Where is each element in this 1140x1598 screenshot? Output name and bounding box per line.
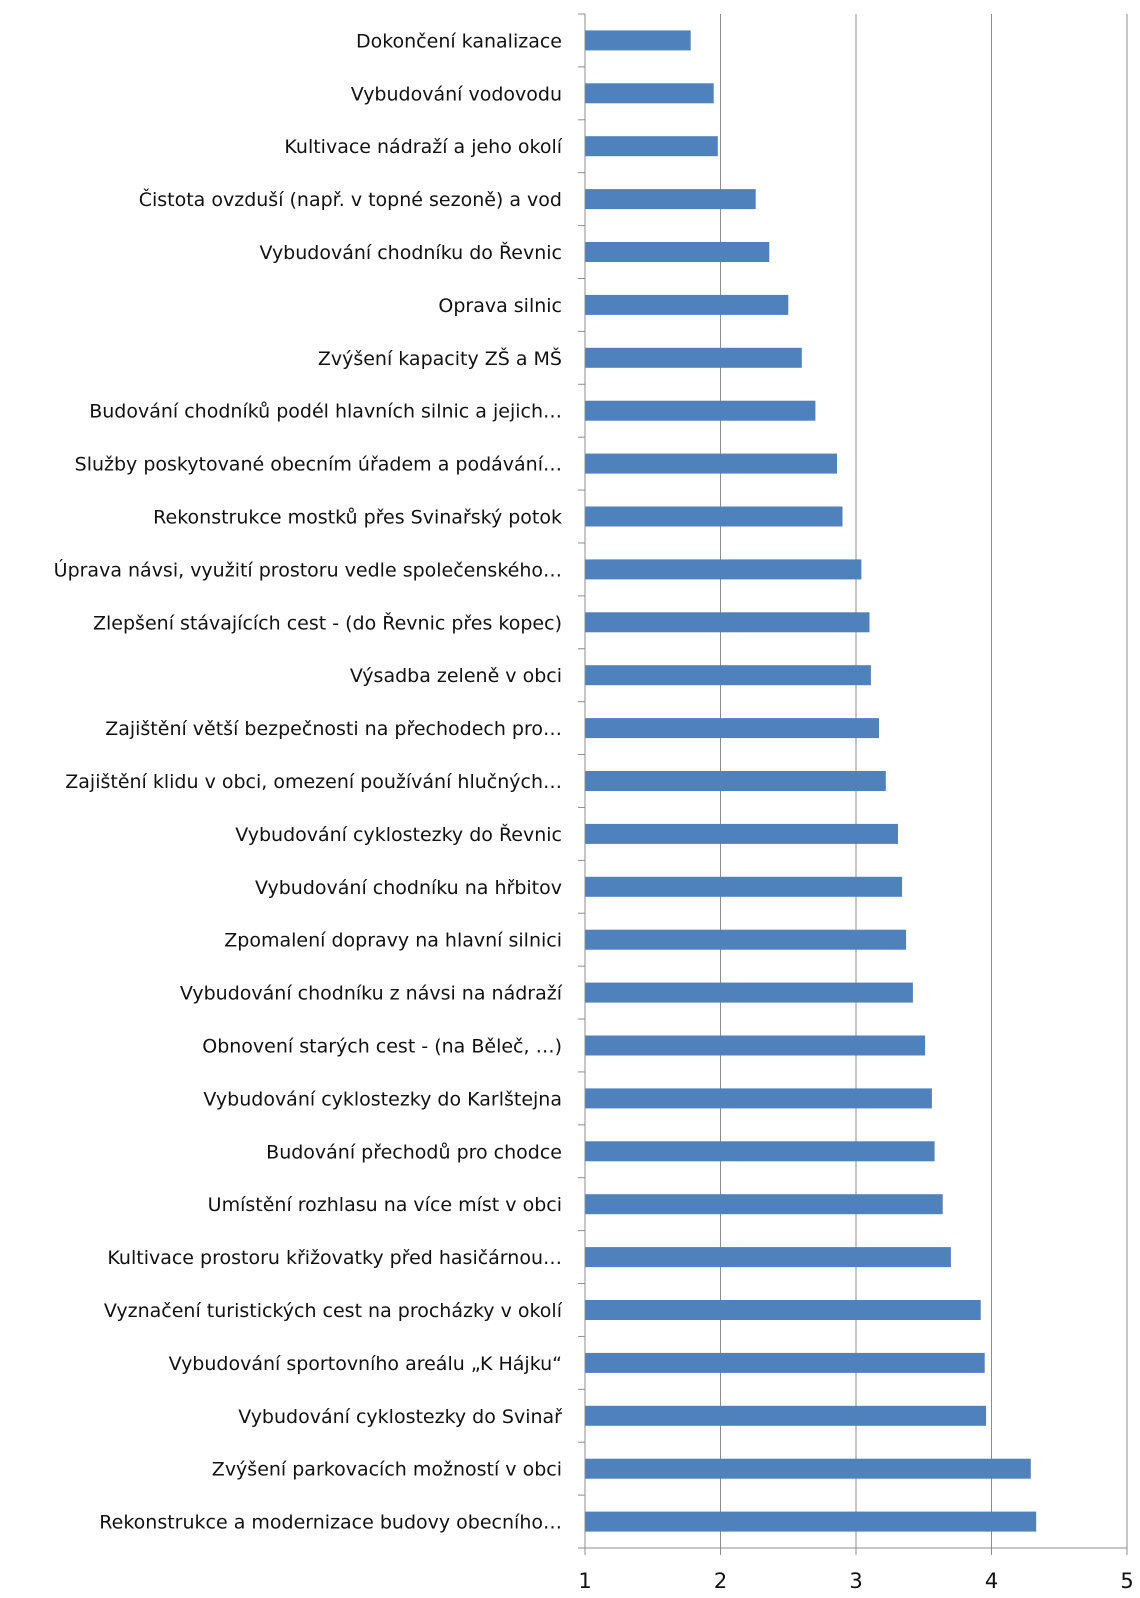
category-label: Vyznačení turistických cest na procházky… xyxy=(104,1300,563,1322)
bar xyxy=(585,294,789,315)
category-label: Vybudování cyklostezky do Svinař xyxy=(238,1406,562,1428)
category-label: Zlepšení stávajících cest - (do Řevnic p… xyxy=(93,611,562,634)
category-label: Kultivace prostoru křižovatky před hasič… xyxy=(107,1247,562,1269)
category-label: Výsadba zeleně v obci xyxy=(350,665,562,687)
bar xyxy=(585,1035,926,1056)
category-label: Dokončení kanalizace xyxy=(356,30,562,52)
bar xyxy=(585,559,862,580)
category-label: Zvýšení kapacity ZŠ a MŠ xyxy=(318,346,562,370)
category-labels: Dokončení kanalizace Vybudování vodovodu K… xyxy=(54,30,563,1533)
category-label: Zvýšení parkovacích možností v obci xyxy=(212,1459,562,1481)
category-label: Rekonstrukce a modernizace budovy obecní… xyxy=(99,1512,562,1534)
category-label: Rekonstrukce mostků přes Svinařský potok xyxy=(153,507,562,529)
bar xyxy=(585,1300,981,1320)
bar xyxy=(585,1088,932,1109)
bar xyxy=(585,83,714,104)
category-label: Vybudování vodovodu xyxy=(351,83,562,105)
tick-label: 1 xyxy=(578,1569,591,1593)
category-label: Vybudování chodníku na hřbitov xyxy=(255,877,562,899)
category-label: Vybudování cyklostezky do Řevnic xyxy=(235,823,562,846)
category-label: Oprava silnic xyxy=(438,295,562,317)
bar xyxy=(585,612,870,633)
category-label: Budování chodníků podél hlavních silnic … xyxy=(89,401,562,423)
bar xyxy=(585,771,886,791)
category-label: Vybudování chodníku z návsi na nádraží xyxy=(180,983,563,1005)
tick-label: 3 xyxy=(849,1569,862,1593)
bar xyxy=(585,1458,1031,1479)
category-label: Čistota ovzduší (např. v topné sezoně) a… xyxy=(139,187,562,211)
bar xyxy=(585,347,802,368)
bar xyxy=(585,929,907,950)
bar xyxy=(585,136,718,157)
tick-label: 5 xyxy=(1120,1569,1133,1593)
bar xyxy=(585,823,898,844)
category-label: Zpomalení dopravy na hlavní silnici xyxy=(224,930,562,952)
category-label: Budování přechodů pro chodce xyxy=(266,1141,562,1163)
bar xyxy=(585,718,879,739)
bars xyxy=(585,30,1037,1532)
value-axis: 1 2 3 4 5 xyxy=(578,13,1134,1593)
bar xyxy=(585,30,691,51)
category-label: Vybudování sportovního areálu „K Hájku“ xyxy=(169,1353,562,1375)
bar xyxy=(585,242,770,262)
category-label: Zajištění větší bezpečnosti na přechodec… xyxy=(105,718,562,740)
category-label: Služby poskytované obecním úřadem a podá… xyxy=(75,454,562,476)
category-label: Úprava návsi, využití prostoru vedle spo… xyxy=(54,557,562,581)
tick-label: 2 xyxy=(714,1569,727,1593)
category-label: Vybudování cyklostezky do Karlštejna xyxy=(203,1088,562,1110)
bar xyxy=(585,453,837,474)
bar xyxy=(585,1194,943,1215)
category-label: Umístění rozhlasu na více míst v obci xyxy=(208,1194,562,1216)
bar xyxy=(585,1511,1037,1532)
bar xyxy=(585,665,871,686)
bar xyxy=(585,1352,985,1373)
bar xyxy=(585,189,756,210)
category-label: Obnovení starých cest - (na Běleč, …) xyxy=(202,1036,562,1058)
bar xyxy=(585,400,816,421)
tick-label: 4 xyxy=(985,1569,998,1593)
bar xyxy=(585,1141,935,1162)
bar xyxy=(585,1405,987,1426)
category-label: Vybudování chodníku do Řevnic xyxy=(259,241,562,264)
bar xyxy=(585,876,903,897)
category-label: Zajištění klidu v obci, omezení používán… xyxy=(65,771,562,793)
bar xyxy=(585,506,843,527)
bar xyxy=(585,982,913,1003)
bar xyxy=(585,1247,951,1268)
category-label: Kultivace nádraží a jeho okolí xyxy=(284,136,562,158)
